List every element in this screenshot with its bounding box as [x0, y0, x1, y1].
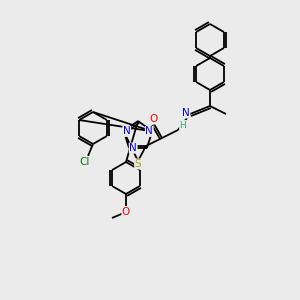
- Text: N: N: [129, 143, 137, 153]
- Text: H: H: [180, 121, 186, 130]
- Text: N: N: [146, 126, 153, 136]
- Text: N: N: [182, 108, 190, 118]
- Text: Cl: Cl: [80, 157, 90, 167]
- Text: O: O: [122, 207, 130, 217]
- Text: O: O: [149, 114, 157, 124]
- Text: N: N: [123, 126, 130, 136]
- Text: S: S: [135, 159, 141, 169]
